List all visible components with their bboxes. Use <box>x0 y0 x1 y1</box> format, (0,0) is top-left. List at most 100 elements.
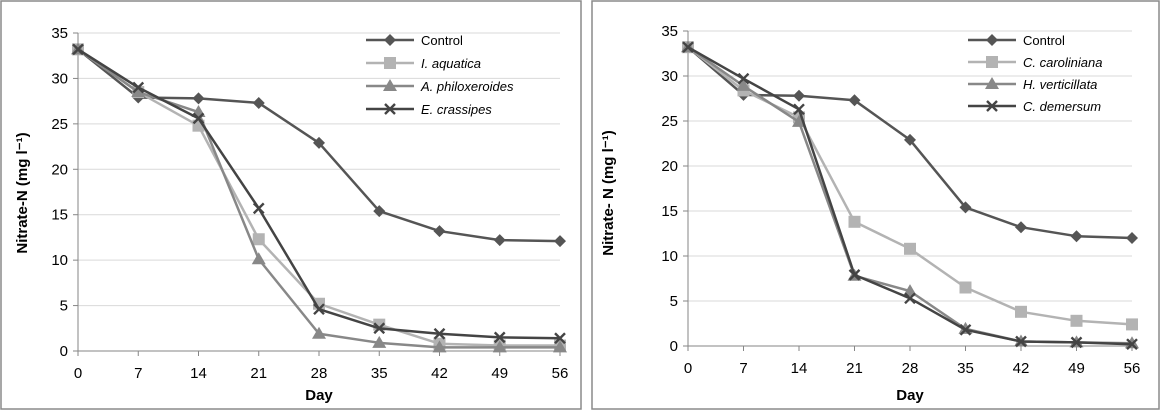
left-x-tick-label: 14 <box>190 365 207 382</box>
right-y-tick-label: 10 <box>661 248 678 265</box>
left-legend-marker <box>384 103 396 115</box>
left-y-tick-label: 25 <box>51 116 68 133</box>
right-data-point <box>1015 305 1027 318</box>
right-data-point <box>904 133 916 146</box>
left-data-point <box>493 234 506 247</box>
right-x-tick-label: 28 <box>902 360 919 377</box>
right-series-1 <box>682 41 1138 331</box>
left-x-tick-label: 56 <box>552 365 569 382</box>
left-y-axis-label: Nitrate-N (mg l⁻¹) <box>14 132 31 253</box>
right-y-tick-label: 0 <box>670 338 678 355</box>
right-y-tick-label: 25 <box>661 113 678 130</box>
left-data-point <box>72 43 84 56</box>
left-data-point <box>251 252 266 265</box>
right-legend-label: H. verticillata <box>1023 77 1097 92</box>
left-legend-label: A. philoxeroides <box>420 79 514 94</box>
left-data-point <box>554 332 566 345</box>
right-data-point <box>959 201 972 214</box>
right-chart-panel: 0 5 10 15 20 25 30 35 0 7 14 21 28 35 42 49 56 Control C. … <box>591 0 1160 410</box>
right-x-tick-label: 21 <box>846 360 863 377</box>
left-legend-marker <box>384 57 396 69</box>
right-y-tick-label: 5 <box>670 293 678 310</box>
right-data-point <box>904 292 916 305</box>
left-data-point <box>312 326 326 339</box>
right-legend-label: C. demersum <box>1023 99 1101 114</box>
left-y-tick-label: 30 <box>51 70 68 87</box>
right-series-3 <box>682 41 1138 351</box>
right-y-tick-label: 15 <box>661 203 678 220</box>
left-data-point <box>433 327 446 340</box>
left-data-point <box>313 136 325 149</box>
left-data-point <box>553 340 567 353</box>
right-data-point <box>1070 230 1083 243</box>
left-x-tick-label: 49 <box>491 365 508 382</box>
right-data-point <box>1126 318 1138 331</box>
left-data-point <box>192 92 205 105</box>
right-legend-marker <box>986 56 998 68</box>
left-data-point <box>373 322 386 335</box>
right-legend-label: C. caroliniana <box>1023 55 1103 70</box>
right-x-tick-label: 0 <box>684 360 692 377</box>
left-data-point <box>492 340 507 353</box>
right-data-point <box>737 72 750 85</box>
right-data-point <box>848 94 861 107</box>
left-y-tick-label: 20 <box>51 161 68 178</box>
right-data-point <box>1015 335 1027 348</box>
right-legend-marker <box>985 77 999 89</box>
left-legend-label: E. crassipes <box>421 102 492 117</box>
left-data-point <box>372 335 387 348</box>
right-legend-marker <box>986 34 998 46</box>
right-data-point <box>1070 336 1083 349</box>
right-data-point <box>848 269 861 281</box>
right-data-point <box>793 89 805 102</box>
left-series-3 <box>72 43 566 345</box>
right-y-tick-label: 20 <box>661 158 678 175</box>
left-data-point <box>433 225 446 238</box>
left-data-point <box>313 303 325 316</box>
right-y-tick-label: 35 <box>661 23 678 40</box>
left-data-point <box>131 85 146 98</box>
left-x-tick-label: 28 <box>311 365 328 382</box>
right-data-point <box>1015 221 1027 234</box>
right-data-point <box>959 323 972 336</box>
left-x-tick-label: 7 <box>134 365 142 382</box>
right-data-point <box>1126 338 1138 351</box>
left-data-point <box>252 233 265 246</box>
right-data-point <box>682 41 694 54</box>
left-chart: 0 5 10 15 20 25 30 35 0 7 14 21 28 35 42 49 56 Control I. … <box>0 0 582 410</box>
right-legend-label: Control <box>1023 33 1065 48</box>
right-data-point <box>1126 232 1138 244</box>
left-legend-marker <box>383 79 397 91</box>
left-data-point <box>252 96 265 109</box>
left-x-axis-label: Day <box>305 387 333 404</box>
left-data-point <box>132 81 145 94</box>
right-legend-marker <box>986 100 998 112</box>
right-chart: 0 5 10 15 20 25 30 35 0 7 14 21 28 35 42 49 56 Control C. … <box>591 0 1160 410</box>
left-x-tick-label: 21 <box>250 365 267 382</box>
left-x-tick-label: 0 <box>74 365 82 382</box>
left-x-tick-label: 35 <box>371 365 388 382</box>
left-legend-marker <box>384 34 396 46</box>
left-data-point <box>432 340 447 353</box>
right-y-tick-label: 30 <box>661 68 678 85</box>
left-chart-border <box>0 0 582 410</box>
left-legend-label: I. aquatica <box>421 56 481 71</box>
right-x-tick-label: 14 <box>791 360 808 377</box>
right-data-point <box>848 215 861 228</box>
left-legend: Control I. aquatica A. philoxeroides E. cra… <box>366 33 514 117</box>
right-x-tick-label: 56 <box>1124 360 1141 377</box>
right-x-axis-label: Day <box>896 387 924 404</box>
right-x-tick-label: 35 <box>957 360 974 377</box>
left-data-point <box>554 235 566 248</box>
left-data-point <box>192 112 205 125</box>
right-data-point <box>903 284 917 297</box>
left-y-tick-label: 35 <box>51 25 68 42</box>
left-y-tick-label: 5 <box>60 298 68 315</box>
right-data-point <box>792 114 806 127</box>
left-y-tick-label: 10 <box>51 252 68 269</box>
left-y-tick-label: 15 <box>51 207 68 224</box>
right-data-point <box>959 281 972 294</box>
left-chart-panel: 0 5 10 15 20 25 30 35 0 7 14 21 28 35 42 49 56 Control I. … <box>0 0 582 410</box>
right-x-tick-label: 42 <box>1013 360 1030 377</box>
